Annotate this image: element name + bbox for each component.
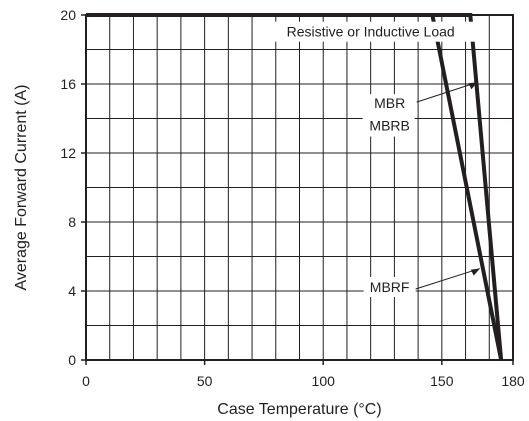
y-tick-label: 20 <box>60 7 76 23</box>
y-axis-title: Average Forward Current (A) <box>13 85 30 291</box>
x-axis-ticks: 0 50 100 150 180 <box>82 360 525 389</box>
x-tick-label: 100 <box>312 373 336 389</box>
y-tick-label: 12 <box>60 145 76 161</box>
x-tick-label: 50 <box>197 373 213 389</box>
annotation-bg <box>264 21 477 42</box>
annotations: Resistive or Inductive Load MBR MBRB MBRF <box>264 21 480 297</box>
x-tick-label: 150 <box>430 373 454 389</box>
annotation-load-type: Resistive or Inductive Load <box>287 24 455 40</box>
annotation-mbrf: MBRF <box>370 279 410 295</box>
grid <box>86 15 513 360</box>
x-axis-title: Case Temperature (°C) <box>217 401 381 418</box>
plot-frame <box>85 14 514 361</box>
y-tick-label: 8 <box>68 214 76 230</box>
x-tick-label: 0 <box>82 373 90 389</box>
annotation-leader-mbrf <box>415 268 480 290</box>
y-tick-label: 4 <box>68 283 76 299</box>
x-tick-label: 180 <box>501 373 525 389</box>
annotation-arrowhead-mbrf <box>470 268 480 276</box>
y-tick-label: 0 <box>68 352 76 368</box>
annotation-mbrb: MBRB <box>369 118 409 134</box>
annotation-leader-mbr <box>416 81 478 103</box>
annotation-bg <box>362 94 415 137</box>
y-axis-ticks: 0 4 8 12 16 20 <box>60 7 86 368</box>
annotation-bg <box>363 277 416 297</box>
annotation-mbr: MBR <box>374 95 405 111</box>
annotation-arrowhead-mbr <box>468 82 478 90</box>
y-tick-label: 16 <box>60 76 76 92</box>
